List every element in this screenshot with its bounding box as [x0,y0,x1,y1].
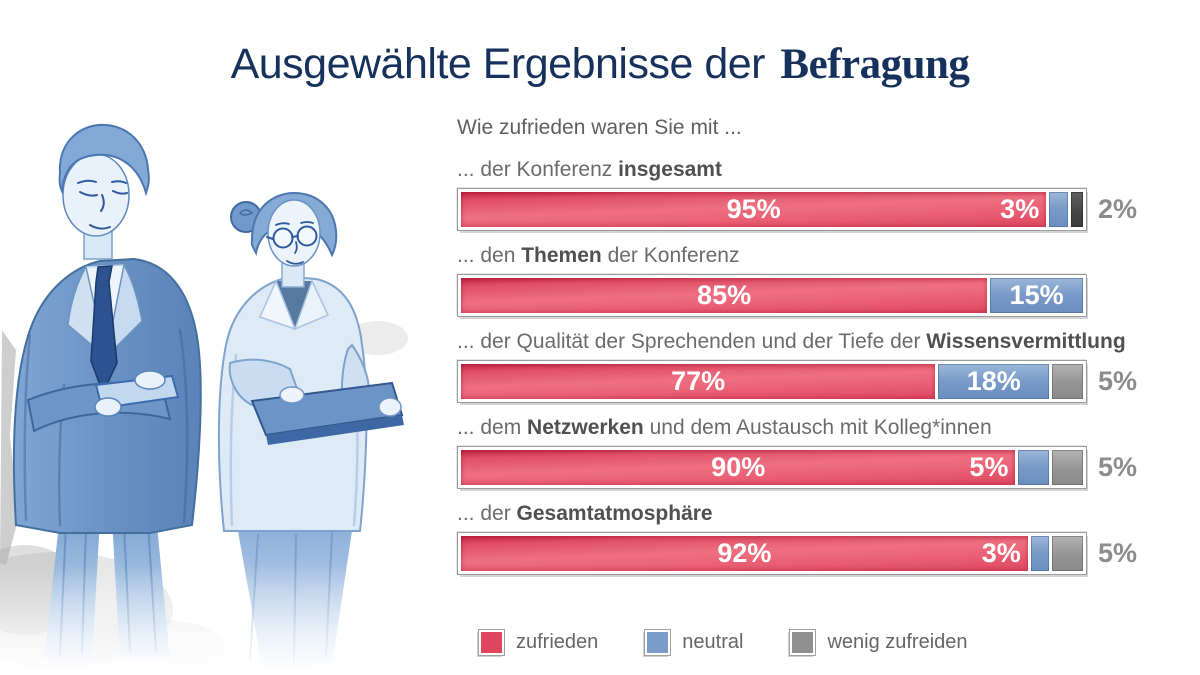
segment-zufrieden: 90% 5% [461,450,1016,485]
legend: zufrieden neutral wenig zufreiden [478,629,1197,656]
segment-wenig-zufreiden [1052,450,1083,485]
segment-zufrieden: 77% [461,364,936,399]
value-label-neutral: 18% [966,366,1021,396]
segment-neutral [1018,450,1050,485]
value-label-zufrieden: 90% [711,452,766,482]
segment-neutral [1030,536,1050,571]
segment-wenig-zufreiden [1070,192,1083,227]
bar-row-label: ... dem Netzwerken und dem Austausch mit… [457,416,992,439]
stacked-bar: 95% 3% [457,188,1087,231]
value-label-neutral-inline: 3% [1000,194,1040,224]
bar-row-label: ... der Gesamtatmosphäre [457,502,713,525]
stacked-bar: 90% 5% [457,446,1087,489]
bar-rows: ... der Konferenz insgesamt 95% 3% 2% ..… [457,158,1197,575]
bar-row: ... den Themen der Konferenz 85% 15% [457,244,1197,317]
segment-wenig-zufreiden [1052,536,1083,571]
legend-swatch [644,629,672,656]
legend-swatch [789,629,817,656]
value-label-zufrieden: 85% [697,280,752,310]
title-bold: Befragung [780,41,970,88]
legend-swatch [478,629,505,656]
segment-neutral [1049,192,1068,227]
page-title: Ausgewählte Ergebnisse der Befragung [0,40,1200,89]
value-label-outside: 2% [1098,194,1138,224]
legend-item: neutral [644,629,743,656]
legend-label: wenig zufreiden [827,631,968,653]
value-label-outside: 5% [1098,538,1138,568]
value-label-zufrieden: 92% [717,538,772,568]
survey-question: Wie zufrieden waren Sie mit ... [457,116,742,139]
bar-row: ... dem Netzwerken und dem Austausch mit… [457,416,1197,489]
title-regular: Ausgewählte Ergebnisse der [230,40,766,88]
value-label-outside: 5% [1098,452,1138,482]
value-label-neutral-inline: 3% [981,538,1021,568]
bar-row: ... der Konferenz insgesamt 95% 3% 2% [457,158,1197,231]
illustration-people [0,123,460,675]
bar-row-label: ... der Qualität der Sprechenden und der… [457,330,1126,353]
stacked-bar: 92% 3% [457,532,1087,575]
value-label-zufrieden: 77% [671,366,726,396]
legend-label: zufrieden [516,631,599,653]
white-fade [0,565,460,675]
bar-row-label: ... den Themen der Konferenz [457,244,740,267]
value-label-neutral-inline: 5% [969,452,1009,482]
legend-item: zufrieden [478,629,598,656]
legend-item: wenig zufreiden [789,629,968,656]
value-label-zufrieden: 95% [726,194,781,224]
bar-row: ... der Qualität der Sprechenden und der… [457,330,1197,403]
value-label-neutral: 15% [1009,280,1064,310]
segment-neutral: 18% [938,364,1050,399]
stacked-bar: 85% 15% [457,274,1087,317]
value-label-outside: 5% [1098,366,1138,396]
segment-zufrieden: 85% [461,278,988,313]
legend-label: neutral [682,631,744,653]
segment-neutral: 15% [990,278,1083,313]
segment-zufrieden: 95% 3% [461,192,1047,227]
bar-row-label: ... der Konferenz insgesamt [457,158,722,181]
stacked-bar: 77% 18% [457,360,1087,403]
segment-wenig-zufreiden [1052,364,1083,399]
bar-row: ... der Gesamtatmosphäre 92% 3% 5% [457,502,1197,575]
survey-chart: Wie zufrieden waren Sie mit ... ... der … [457,116,1197,656]
gray-wash [0,330,18,565]
segment-zufrieden: 92% 3% [461,536,1028,571]
